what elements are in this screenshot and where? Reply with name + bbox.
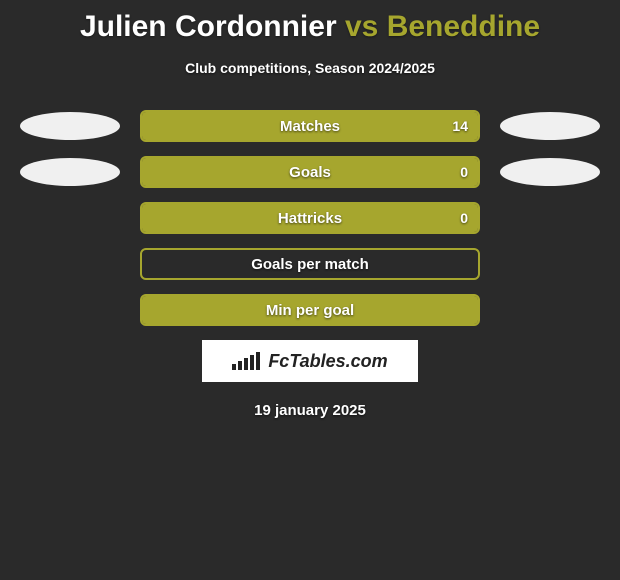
vs-text: vs — [345, 10, 378, 43]
stat-row: Matches 14 — [0, 110, 620, 142]
stat-bar: Goals 0 — [140, 156, 480, 188]
stat-row: Goals 0 — [0, 156, 620, 188]
stat-bar: Hattricks 0 — [140, 202, 480, 234]
stat-bar: Min per goal — [140, 294, 480, 326]
right-value-ellipse — [500, 204, 600, 232]
player2-name: Beneddine — [387, 10, 540, 43]
player1-name: Julien Cordonnier — [80, 10, 337, 43]
date-text: 19 january 2025 — [0, 402, 620, 419]
stat-value: 14 — [452, 118, 468, 134]
logo-bars-icon — [232, 352, 262, 370]
stat-value: 0 — [460, 210, 468, 226]
stat-bar: Matches 14 — [140, 110, 480, 142]
left-value-ellipse — [20, 112, 120, 140]
stat-bar: Goals per match — [140, 248, 480, 280]
right-value-ellipse — [500, 250, 600, 278]
stats-chart: Matches 14 Goals 0 Hattricks 0 Goals per match… — [0, 110, 620, 326]
comparison-title: Julien Cordonnier vs Beneddine — [0, 0, 620, 44]
left-value-ellipse — [20, 296, 120, 324]
left-value-ellipse — [20, 158, 120, 186]
logo-box: FcTables.com — [202, 340, 418, 382]
logo-text: FcTables.com — [268, 351, 387, 372]
stat-label: Matches — [280, 118, 340, 135]
stat-label: Goals per match — [251, 256, 369, 273]
right-value-ellipse — [500, 112, 600, 140]
stat-label: Hattricks — [278, 210, 342, 227]
stat-row: Min per goal — [0, 294, 620, 326]
stat-label: Min per goal — [266, 302, 354, 319]
stat-row: Goals per match — [0, 248, 620, 280]
right-value-ellipse — [500, 296, 600, 324]
subtitle: Club competitions, Season 2024/2025 — [0, 60, 620, 76]
stat-row: Hattricks 0 — [0, 202, 620, 234]
stat-value: 0 — [460, 164, 468, 180]
stat-label: Goals — [289, 164, 331, 181]
right-value-ellipse — [500, 158, 600, 186]
left-value-ellipse — [20, 250, 120, 278]
left-value-ellipse — [20, 204, 120, 232]
